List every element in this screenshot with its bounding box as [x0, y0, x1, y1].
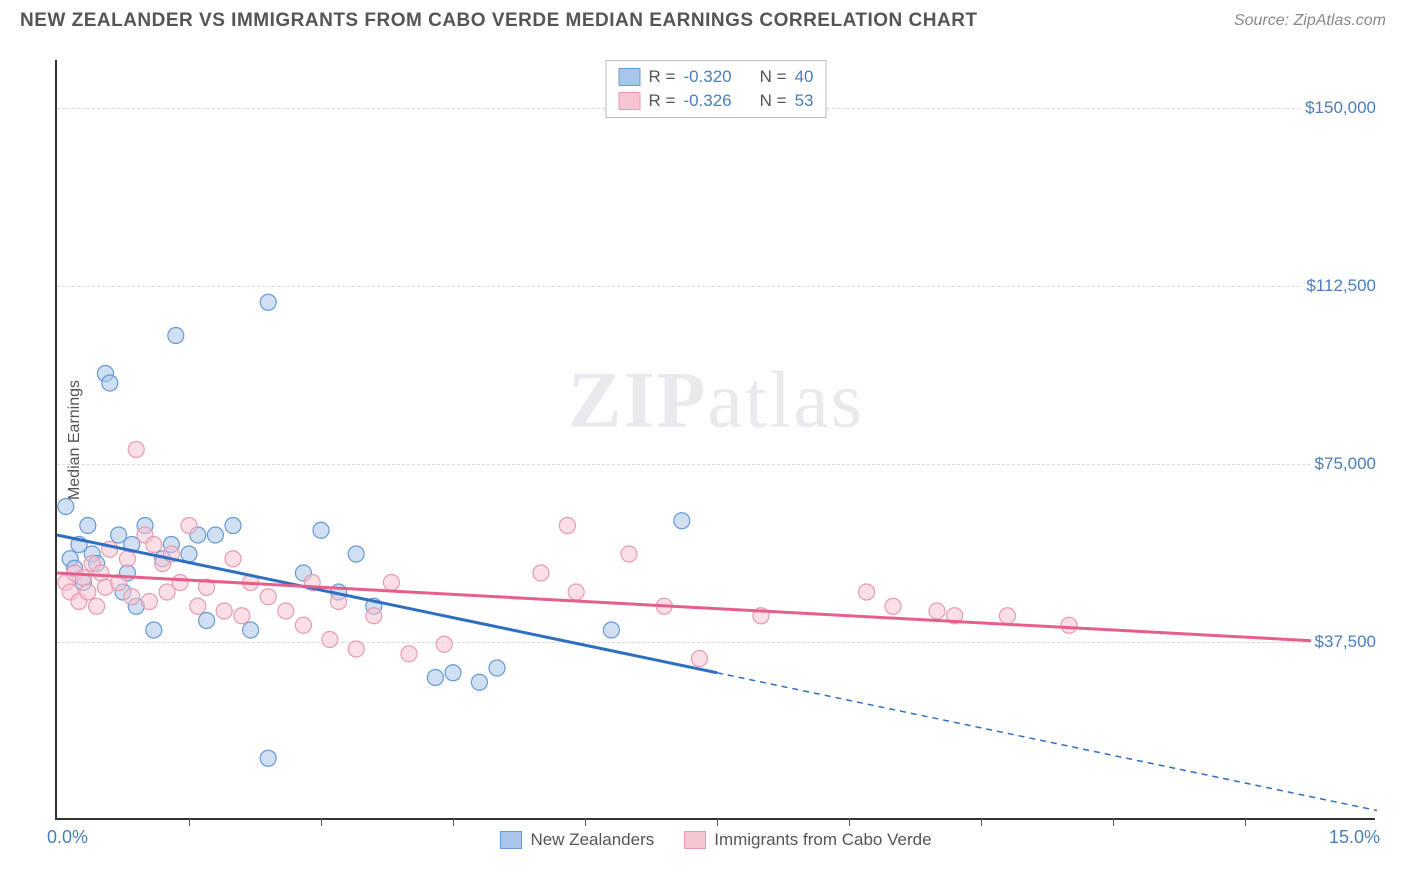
x-tick: [717, 818, 718, 826]
x-tick: [849, 818, 850, 826]
series-legend: New Zealanders Immigrants from Cabo Verde: [57, 830, 1375, 850]
data-point: [102, 375, 118, 391]
data-point: [93, 565, 109, 581]
data-point: [190, 598, 206, 614]
y-tick-label: $37,500: [1311, 632, 1380, 652]
data-point: [999, 608, 1015, 624]
legend-swatch: [684, 831, 706, 849]
data-point: [243, 622, 259, 638]
data-point: [471, 674, 487, 690]
data-point: [322, 632, 338, 648]
series-legend-item: Immigrants from Cabo Verde: [684, 830, 931, 850]
data-point: [885, 598, 901, 614]
data-point: [348, 641, 364, 657]
x-tick: [189, 818, 190, 826]
data-point: [445, 665, 461, 681]
data-point: [568, 584, 584, 600]
x-tick: [453, 818, 454, 826]
r-label: R =: [649, 91, 676, 111]
data-point: [199, 613, 215, 629]
data-point: [436, 636, 452, 652]
data-point: [80, 518, 96, 534]
data-point: [119, 551, 135, 567]
data-point: [401, 646, 417, 662]
data-point: [559, 518, 575, 534]
data-point: [674, 513, 690, 529]
series-name: New Zealanders: [530, 830, 654, 850]
data-point: [172, 575, 188, 591]
series-legend-item: New Zealanders: [500, 830, 654, 850]
data-point: [128, 442, 144, 458]
y-tick-label: $112,500: [1302, 276, 1380, 296]
data-point: [313, 522, 329, 538]
legend-swatch: [619, 68, 641, 86]
y-tick-label: $150,000: [1301, 98, 1380, 118]
stats-legend: R = -0.320 N = 40 R = -0.326 N = 53: [606, 60, 827, 118]
n-label: N =: [760, 91, 787, 111]
data-point: [181, 546, 197, 562]
data-point: [260, 589, 276, 605]
stats-legend-row: R = -0.320 N = 40: [619, 65, 814, 89]
data-point: [691, 651, 707, 667]
data-point: [225, 551, 241, 567]
data-point: [1061, 617, 1077, 633]
source-attribution: Source: ZipAtlas.com: [1234, 12, 1386, 30]
x-tick: [585, 818, 586, 826]
data-point: [80, 584, 96, 600]
data-point: [260, 750, 276, 766]
stats-legend-row: R = -0.326 N = 53: [619, 89, 814, 113]
x-tick: [1245, 818, 1246, 826]
chart-title: NEW ZEALANDER VS IMMIGRANTS FROM CABO VE…: [20, 10, 978, 32]
data-point: [929, 603, 945, 619]
data-point: [207, 527, 223, 543]
data-point: [168, 328, 184, 344]
data-point: [146, 622, 162, 638]
data-point: [295, 617, 311, 633]
data-point: [603, 622, 619, 638]
x-tick: [981, 818, 982, 826]
n-value: 53: [795, 91, 814, 111]
data-point: [278, 603, 294, 619]
data-point: [234, 608, 250, 624]
data-point: [348, 546, 364, 562]
r-value: -0.326: [683, 91, 731, 111]
data-point: [124, 589, 140, 605]
chart-area: Median Earnings ZIPatlas R =-0.320N =40R…: [55, 60, 1375, 820]
data-point: [146, 537, 162, 553]
trend-line-extrapolated: [717, 673, 1377, 811]
data-point: [489, 660, 505, 676]
data-point: [141, 594, 157, 610]
legend-swatch: [619, 92, 641, 110]
r-value: -0.320: [683, 67, 731, 87]
data-point: [621, 546, 637, 562]
data-point: [58, 499, 74, 515]
data-point: [225, 518, 241, 534]
data-point: [366, 608, 382, 624]
legend-swatch: [500, 831, 522, 849]
data-point: [89, 598, 105, 614]
data-point: [427, 670, 443, 686]
r-label: R =: [649, 67, 676, 87]
data-point: [181, 518, 197, 534]
x-tick: [321, 818, 322, 826]
x-tick: [1113, 818, 1114, 826]
data-point: [216, 603, 232, 619]
series-name: Immigrants from Cabo Verde: [714, 830, 931, 850]
data-point: [260, 294, 276, 310]
n-value: 40: [795, 67, 814, 87]
plot-region: ZIPatlas R =-0.320N =40R =-0.326N =53 $3…: [55, 60, 1375, 820]
data-point: [383, 575, 399, 591]
data-point: [859, 584, 875, 600]
n-label: N =: [760, 67, 787, 87]
y-tick-label: $75,000: [1311, 454, 1380, 474]
data-point: [533, 565, 549, 581]
data-point: [75, 570, 91, 586]
scatter-svg: [57, 60, 1375, 818]
